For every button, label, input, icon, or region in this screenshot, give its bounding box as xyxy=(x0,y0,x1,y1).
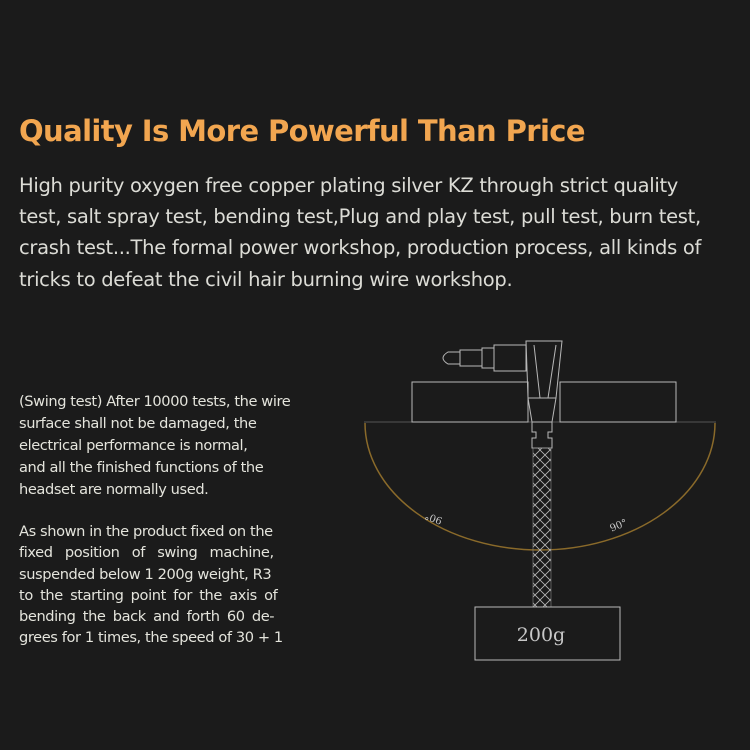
right-clamp xyxy=(559,381,677,423)
plug-icon xyxy=(442,340,563,449)
swing-test-line: and all the finished functions of the xyxy=(19,459,264,476)
intro-line: tricks to defeat the civil hair burning … xyxy=(19,268,513,291)
swing-test-line: electrical performance is normal, xyxy=(19,437,248,454)
page-title: Quality Is More Powerful Than Price xyxy=(19,114,586,148)
procedure-line: fixed position of swing machine, xyxy=(19,544,274,561)
procedure-line: bending the back and forth 60 de- xyxy=(19,608,275,625)
intro-line: crash test...The formal power workshop, … xyxy=(19,236,702,259)
procedure-line: grees for 1 times, the speed of 30 + 1 xyxy=(19,629,283,646)
swing-test-line: headset are normally used. xyxy=(19,481,209,498)
left-clamp xyxy=(411,381,529,423)
weight-label: 200g xyxy=(517,624,565,646)
left-angle-label: 90° xyxy=(424,509,444,525)
swing-test-line: (Swing test) After 10000 tests, the wire xyxy=(19,393,291,410)
weight-box xyxy=(474,606,621,661)
procedure-line: As shown in the product fixed on the xyxy=(19,523,273,540)
right-angle-label: 90° xyxy=(609,518,630,535)
intro-line: test, salt spray test, bending test,Plug… xyxy=(19,205,701,228)
swing-test-line: surface shall not be damaged, the xyxy=(19,415,257,432)
intro-line: High purity oxygen free copper plating s… xyxy=(19,174,679,197)
procedure-line: to the starting point for the axis of xyxy=(19,587,278,604)
braided-cable xyxy=(532,447,552,608)
procedure-line: suspended below 1 200g weight, R3 xyxy=(19,566,272,583)
